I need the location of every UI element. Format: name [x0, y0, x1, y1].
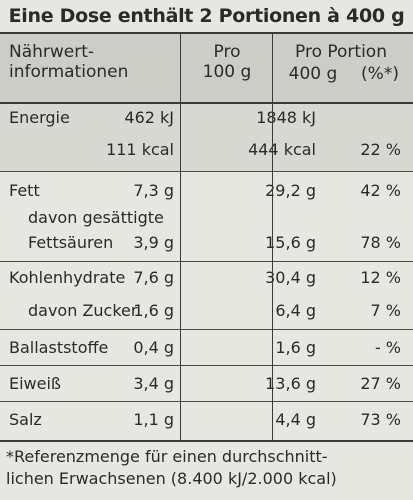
row-per100: 7,3 g [133, 181, 174, 200]
footnote-line1: *Referenzmenge für einen durchschnitt- [6, 447, 328, 466]
row-per100: 3,9 g [133, 233, 174, 252]
row-per100: 3,4 g [133, 374, 174, 393]
row-per100: 0,4 g [133, 338, 174, 357]
row-pct: 12 % [360, 268, 401, 287]
header-per100-line1: Pro [213, 42, 241, 62]
header-label-line2: informationen [9, 62, 129, 82]
header-portion-pct: (%*) [361, 64, 399, 84]
row-per100: 1,6 g [133, 301, 174, 320]
row-pct: 73 % [360, 410, 401, 429]
table-row: Salz 1,1 g 4,4 g 73 % [0, 402, 413, 438]
table-row: Kohlenhydrate 7,6 g 30,4 g 12 % [0, 262, 413, 294]
row-per100: 111 kcal [106, 140, 174, 159]
footnote: *Referenzmenge für einen durchschnitt- l… [0, 440, 413, 500]
row-label: Kohlenhydrate [9, 268, 126, 287]
row-pct: 78 % [360, 233, 401, 252]
row-per100: 7,6 g [133, 268, 174, 287]
row-portion: 4,4 g [275, 410, 316, 429]
row-portion: 6,4 g [275, 301, 316, 320]
footnote-line2: lichen Erwachsenen (8.400 kJ/2.000 kcal) [6, 469, 337, 488]
table-row: davon Zucker 1,6 g 6,4 g 7 % [0, 294, 413, 330]
header-per100-line2: 100 g [202, 62, 252, 82]
row-portion: 29,2 g [265, 181, 316, 200]
row-pct: 22 % [360, 140, 401, 159]
table-row: 111 kcal 444 kcal 22 % [0, 132, 413, 172]
row-label: Fettsäuren [28, 233, 114, 252]
table-row: Fettsäuren 3,9 g 15,6 g 78 % [0, 230, 413, 262]
table-title: Eine Dose enthält 2 Portionen à 400 g [0, 0, 413, 34]
row-label: Fett [9, 181, 40, 200]
column-divider-2 [272, 34, 273, 440]
header-per100: Pro 100 g [186, 42, 268, 82]
table-row: davon gesättigte [0, 206, 413, 230]
header-label: Nährwert- informationen [9, 42, 169, 82]
row-label: Energie [9, 108, 70, 127]
table-header: Nährwert- informationen Pro 100 g Pro Po… [0, 34, 413, 104]
row-per100: 462 kJ [124, 108, 174, 127]
row-label: Ballaststoffe [9, 338, 109, 357]
header-portion: Pro Portion [295, 42, 387, 62]
table-row: Ballaststoffe 0,4 g 1,6 g - % [0, 330, 413, 366]
row-portion: 15,6 g [265, 233, 316, 252]
column-divider-1 [180, 34, 181, 440]
row-portion: 1848 kJ [256, 108, 316, 127]
row-pct: - % [374, 338, 401, 357]
row-portion: 30,4 g [265, 268, 316, 287]
row-portion: 444 kcal [248, 140, 316, 159]
row-label: Salz [9, 410, 42, 429]
row-label: davon Zucker [28, 301, 138, 320]
row-pct: 7 % [370, 301, 401, 320]
row-pct: 42 % [360, 181, 401, 200]
row-label: Eiweiß [9, 374, 62, 393]
row-pct: 27 % [360, 374, 401, 393]
table-row: Energie 462 kJ 1848 kJ [0, 104, 413, 132]
row-label: davon gesättigte [28, 208, 164, 227]
row-portion: 1,6 g [275, 338, 316, 357]
table-row: Fett 7,3 g 29,2 g 42 % [0, 172, 413, 206]
header-portion-grams: 400 g [288, 64, 338, 84]
row-per100: 1,1 g [133, 410, 174, 429]
header-label-line1: Nährwert- [9, 42, 95, 62]
table-row: Eiweiß 3,4 g 13,6 g 27 % [0, 366, 413, 402]
row-portion: 13,6 g [265, 374, 316, 393]
